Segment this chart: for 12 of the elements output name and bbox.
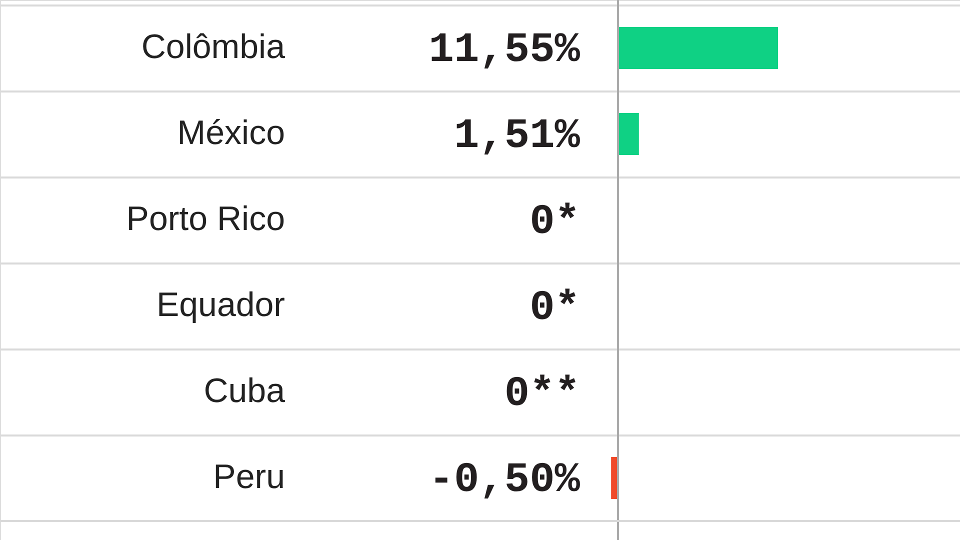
y-tick-label: Colômbia bbox=[141, 28, 286, 66]
data-label: -0,50% bbox=[428, 456, 581, 504]
data-label: 0* bbox=[530, 198, 580, 246]
data-label: 0* bbox=[530, 284, 580, 332]
y-tick-label: Peru bbox=[213, 458, 285, 496]
y-tick-label: México bbox=[177, 114, 285, 152]
y-tick-label: Equador bbox=[156, 286, 285, 324]
data-label: 11,55% bbox=[428, 26, 581, 74]
data-label: 0** bbox=[504, 370, 580, 418]
y-tick-label: Porto Rico bbox=[126, 200, 285, 238]
data-label: 1,51% bbox=[454, 112, 581, 160]
y-tick-label: Cuba bbox=[204, 372, 286, 410]
